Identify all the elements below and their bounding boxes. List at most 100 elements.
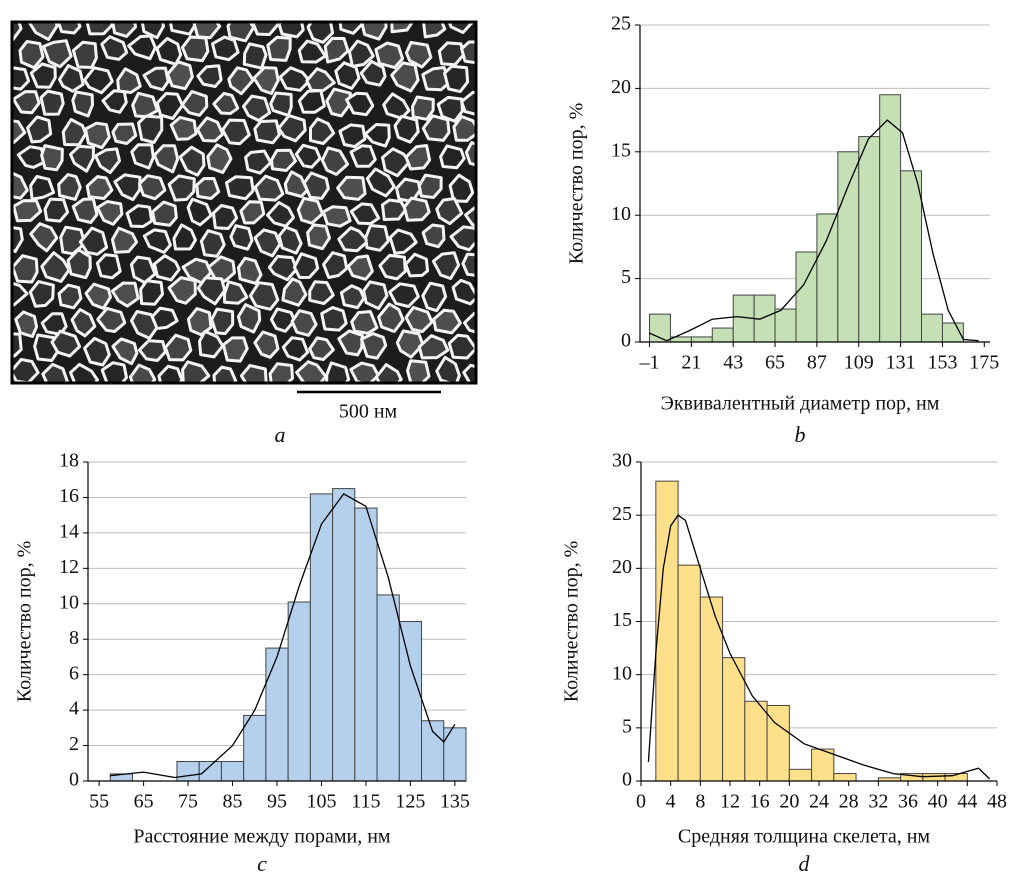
- pore-cell: [111, 22, 137, 38]
- pore-cell: [110, 226, 139, 254]
- x-tick-label: 135: [440, 791, 470, 813]
- pore-cell: [253, 330, 280, 359]
- pore-cell: [337, 226, 370, 253]
- pore-cell: [404, 41, 433, 69]
- pore-cell: [207, 255, 236, 283]
- pore-cell: [100, 35, 129, 61]
- y-tick-label: 2: [69, 733, 79, 755]
- pore-cell: [404, 305, 434, 334]
- bar: [833, 773, 857, 782]
- pore-cell: [221, 118, 251, 146]
- fit-curve: [110, 493, 456, 779]
- pore-cell: [198, 329, 225, 359]
- pore-cell: [421, 66, 452, 92]
- pore-cell: [435, 197, 464, 226]
- bar: [690, 336, 713, 343]
- pore-cell: [443, 64, 470, 94]
- x-tick-label: 28: [839, 791, 859, 813]
- pore-cell: [347, 39, 375, 68]
- pore-cell: [269, 307, 296, 333]
- pore-cell: [178, 145, 206, 177]
- pore-cell: [349, 144, 377, 168]
- pore-cell: [111, 337, 139, 366]
- pore-cell: [297, 89, 326, 114]
- pore-cell: [94, 147, 121, 175]
- pore-cell: [451, 278, 476, 306]
- pore-cell: [212, 365, 238, 383]
- pore-cell: [266, 35, 292, 62]
- pore-cell: [306, 223, 331, 251]
- pore-cell: [169, 115, 198, 141]
- pore-cell: [460, 90, 476, 116]
- x-tick-label: 16: [750, 791, 770, 813]
- pore-cell: [406, 359, 431, 383]
- pore-cell: [180, 90, 209, 117]
- y-tick-label: 10: [612, 662, 632, 684]
- pore-cell: [181, 360, 211, 383]
- pore-cell: [199, 229, 226, 258]
- pore-cell: [346, 254, 374, 281]
- pore-cell: [244, 149, 273, 175]
- bar: [198, 761, 222, 782]
- pore-cell: [96, 306, 127, 333]
- pore-cell: [39, 89, 65, 116]
- pore-cell: [283, 170, 309, 198]
- panel-caption: a: [275, 422, 286, 447]
- pore-cell: [277, 225, 303, 255]
- y-tick-label: 0: [621, 330, 631, 352]
- pore-cell: [111, 122, 138, 145]
- pore-cell: [269, 91, 293, 117]
- pore-cell: [186, 307, 213, 337]
- pore-cell: [66, 248, 92, 280]
- pore-cell: [84, 282, 112, 310]
- y-tick-label: 0: [69, 769, 79, 791]
- pore-cell: [439, 144, 466, 170]
- pore-cell: [296, 196, 324, 225]
- x-tick-label: 131: [886, 352, 916, 374]
- sem-image: [12, 22, 476, 383]
- pore-cell: [127, 34, 157, 61]
- pore-cell: [365, 167, 396, 198]
- pore-cell: [463, 311, 476, 334]
- y-tick-label: 15: [611, 139, 631, 161]
- bar: [900, 170, 923, 343]
- pore-cell: [166, 60, 194, 91]
- x-tick-label: 55: [89, 791, 109, 813]
- pore-cell: [268, 362, 294, 383]
- y-tick-label: 18: [59, 450, 79, 472]
- pore-cell: [464, 205, 476, 228]
- fit-curve: [647, 514, 991, 780]
- pore-cell: [225, 175, 255, 201]
- pore-cell: [186, 197, 213, 227]
- y-tick-label: 0: [622, 769, 632, 791]
- bar: [711, 327, 734, 343]
- pore-cell: [417, 334, 450, 360]
- pore-cell: [302, 171, 330, 200]
- pore-cell: [393, 114, 420, 144]
- bar: [354, 507, 378, 782]
- x-tick-label: 48: [987, 791, 1007, 813]
- pore-cell: [417, 173, 443, 199]
- pore-cell: [180, 35, 210, 63]
- x-tick-label: 32: [868, 791, 888, 813]
- pore-cell: [61, 118, 88, 147]
- x-axis-label: Средняя толщина скелета, нм: [678, 826, 931, 848]
- bar: [879, 94, 902, 343]
- y-tick-label: 14: [59, 520, 79, 542]
- pore-cell: [325, 361, 351, 383]
- pore-cell: [270, 148, 297, 172]
- pore-cell: [69, 362, 99, 383]
- pore-cell: [137, 339, 167, 362]
- pore-cell: [339, 284, 366, 310]
- pore-cell: [29, 62, 57, 89]
- pore-cell: [12, 66, 31, 91]
- pore-cell: [290, 309, 318, 337]
- bar: [744, 700, 768, 782]
- bar: [332, 488, 356, 782]
- pore-cell: [452, 115, 476, 142]
- pore-cell: [404, 144, 432, 171]
- x-tick-label: 4: [666, 791, 676, 813]
- pore-cell: [350, 310, 379, 335]
- y-tick-label: 8: [69, 627, 79, 649]
